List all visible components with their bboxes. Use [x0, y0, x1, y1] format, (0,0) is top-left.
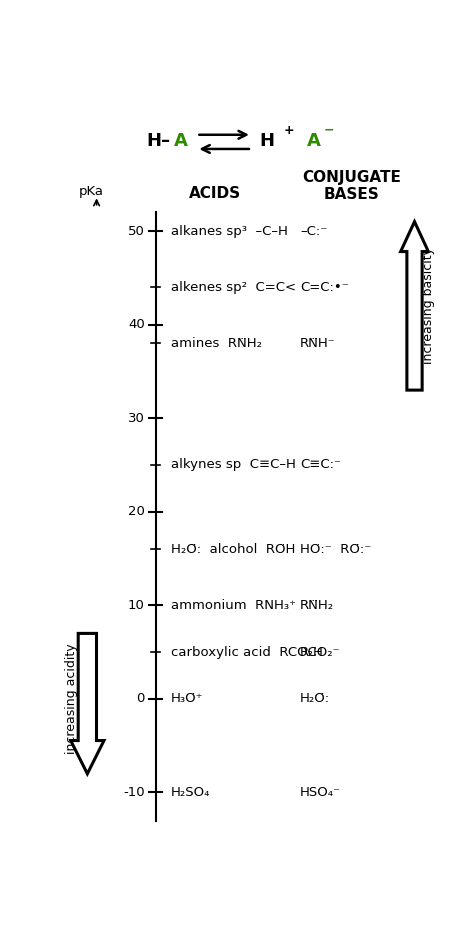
Text: C≡C:⁻: C≡C:⁻ — [299, 458, 340, 472]
Text: 40: 40 — [128, 318, 144, 331]
Text: carboxylic acid  RCO₂H: carboxylic acid RCO₂H — [170, 646, 322, 658]
Text: H₂Ö:  alcohol  RÖH: H₂Ö: alcohol RÖH — [170, 542, 294, 555]
Text: RN̈H₂: RN̈H₂ — [299, 599, 333, 612]
Text: alkanes sp³  –C–H: alkanes sp³ –C–H — [170, 224, 287, 238]
Text: ammonium  RNH₃⁺: ammonium RNH₃⁺ — [170, 599, 295, 612]
Text: 0: 0 — [136, 692, 144, 705]
Text: RCO₂⁻: RCO₂⁻ — [299, 646, 340, 658]
Text: H₂SO₄: H₂SO₄ — [170, 786, 209, 799]
Text: amines  RN̈H₂: amines RN̈H₂ — [170, 337, 261, 350]
Text: H: H — [259, 132, 274, 150]
Text: A: A — [307, 132, 320, 150]
Polygon shape — [400, 222, 427, 390]
Text: 30: 30 — [128, 412, 144, 424]
Text: increasing basicity: increasing basicity — [422, 247, 435, 364]
Text: RN̈H⁻: RN̈H⁻ — [299, 337, 335, 350]
Text: alkenes sp²  C=C<: alkenes sp² C=C< — [170, 281, 295, 293]
Text: C=C:•⁻: C=C:•⁻ — [299, 281, 348, 293]
Text: 20: 20 — [128, 505, 144, 519]
Text: A: A — [174, 132, 188, 150]
Text: CONJUGATE
BASES: CONJUGATE BASES — [302, 170, 400, 203]
Text: 50: 50 — [128, 224, 144, 238]
Text: increasing acidity: increasing acidity — [65, 643, 78, 754]
Polygon shape — [70, 634, 104, 774]
Text: H–: H– — [146, 132, 170, 150]
Text: +: + — [283, 124, 293, 137]
Text: −: − — [323, 124, 334, 137]
Text: ACIDS: ACIDS — [188, 186, 240, 201]
Text: HÖ:⁻  RÖ:⁻: HÖ:⁻ RÖ:⁻ — [299, 542, 370, 555]
Text: HSO₄⁻: HSO₄⁻ — [299, 786, 340, 799]
Text: H₂Ö:: H₂Ö: — [299, 692, 329, 705]
Text: alkynes sp  C≡C–H: alkynes sp C≡C–H — [170, 458, 295, 472]
Text: H₃Ö⁺: H₃Ö⁺ — [170, 692, 203, 705]
Text: –C:⁻: –C:⁻ — [299, 224, 327, 238]
Text: 10: 10 — [128, 599, 144, 612]
Text: -10: -10 — [123, 786, 144, 799]
Text: pKa: pKa — [79, 185, 103, 198]
